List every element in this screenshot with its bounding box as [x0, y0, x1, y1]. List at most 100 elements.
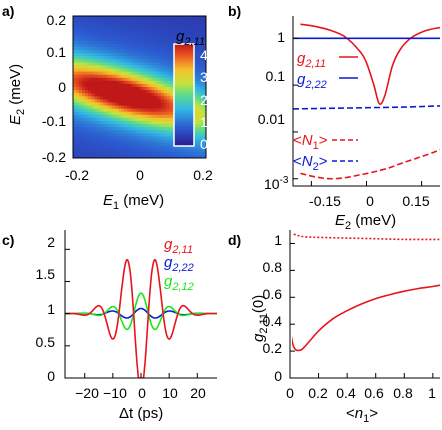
heatmap-cell: [133, 77, 138, 82]
heatmap-cell: [100, 151, 104, 156]
heatmap-cell: [106, 40, 110, 45]
heatmap-cell: [88, 111, 92, 116]
heatmap-cell: [166, 130, 171, 134]
line-chart-panel-d: 1 0.8 0.6 0.4 0.2 0 0 0.2 0.4 0.6 0.8 1 …: [250, 230, 440, 425]
heatmap-cell: [193, 68, 198, 73]
heatmap-cell: [112, 90, 116, 94]
heatmap-cell: [97, 34, 101, 39]
heatmap-cell: [130, 105, 135, 110]
heatmap-cell: [133, 80, 138, 85]
heatmap-cell: [148, 154, 153, 158]
heatmap-cell: [112, 34, 116, 39]
heatmap-cell: [196, 31, 201, 36]
heatmap-cell: [193, 31, 198, 36]
heatmap-cell: [193, 34, 198, 39]
heatmap-cell: [109, 77, 113, 82]
heatmap-cell: [76, 130, 80, 134]
heatmap-cell: [91, 90, 95, 94]
heatmap-cell: [133, 111, 138, 116]
heatmap-cell: [193, 65, 198, 70]
heatmap-cell: [124, 59, 129, 63]
heatmap-cell: [127, 130, 132, 134]
heatmap-cell: [148, 148, 153, 153]
heatmap-cell: [202, 127, 206, 131]
heatmap-cell: [190, 16, 195, 20]
a-xtick-0.2: 0.2: [193, 167, 213, 183]
heatmap-frame: [72, 15, 207, 159]
heatmap-cell: [85, 71, 89, 76]
heatmap-cell: [106, 16, 110, 20]
heatmap-cell: [118, 68, 122, 73]
heatmap-cell: [196, 120, 201, 125]
heatmap-cell: [193, 120, 198, 125]
heatmap-cell: [160, 120, 165, 125]
heatmap-cell: [202, 139, 206, 144]
heatmap-cell: [199, 96, 204, 100]
heatmap-cell: [133, 16, 138, 20]
heatmap-cell: [145, 93, 150, 97]
heatmap-cell: [151, 124, 156, 128]
heatmap-cell: [169, 31, 174, 36]
heatmap-cell: [79, 145, 83, 150]
heatmap-cell: [106, 56, 110, 60]
heatmap-cell: [97, 40, 101, 45]
heatmap-cell: [82, 46, 86, 51]
heatmap-cell: [88, 142, 92, 147]
heatmap-cell: [148, 133, 153, 137]
heatmap-cell: [106, 111, 110, 116]
heatmap-cell: [121, 136, 125, 141]
heatmap-cell: [79, 37, 83, 42]
heatmap-cell: [157, 124, 162, 128]
heatmap-cell: [127, 49, 132, 54]
heatmap-cell: [73, 80, 77, 85]
heatmap-cell: [100, 154, 104, 158]
heatmap-cell: [199, 43, 204, 48]
heatmap-cell: [169, 127, 174, 131]
heatmap-cell: [127, 43, 132, 48]
heatmap-cell: [100, 111, 104, 116]
heatmap-cell: [190, 28, 195, 33]
heatmap-cell: [73, 145, 77, 150]
heatmap-cell: [154, 139, 159, 144]
d-xtick-0.4: 0.4: [336, 385, 356, 401]
heatmap-cell: [100, 65, 104, 70]
heatmap-cell: [130, 31, 135, 36]
heatmap-cell: [139, 68, 144, 73]
heatmap-cell: [202, 40, 206, 45]
heatmap-cell: [139, 124, 144, 128]
heatmap-cell: [82, 25, 86, 29]
heatmap-cell: [115, 145, 119, 150]
heatmap-cell: [202, 71, 206, 76]
heatmap-cell: [163, 133, 168, 137]
heatmap-cell: [79, 28, 83, 33]
heatmap-cell: [82, 90, 86, 94]
heatmap-cell: [178, 34, 183, 39]
heatmap-cell: [136, 80, 141, 85]
heatmap-cell: [79, 59, 83, 63]
heatmap-cell: [139, 139, 144, 144]
heatmap-cell: [109, 105, 113, 110]
heatmap-cell: [112, 83, 116, 88]
heatmap-cell: [94, 59, 98, 63]
heatmap-cell: [196, 28, 201, 33]
heatmap-cell: [196, 71, 201, 76]
heatmap-cell: [76, 46, 80, 51]
heatmap-cell: [130, 49, 135, 54]
heatmap-cell: [121, 154, 125, 158]
heatmap-cell: [106, 19, 110, 23]
heatmap-cell: [202, 68, 206, 73]
heatmap-cell: [142, 117, 147, 122]
heatmap-cell: [142, 31, 147, 36]
heatmap-cell: [202, 117, 206, 122]
heatmap-cell: [112, 133, 116, 137]
heatmap-cell: [103, 108, 107, 113]
heatmap-cell: [100, 93, 104, 97]
heatmap-cell: [73, 56, 77, 60]
heatmap-cell: [199, 133, 204, 137]
heatmap-cell: [130, 87, 135, 91]
heatmap-cell: [79, 65, 83, 70]
heatmap-cell: [85, 68, 89, 73]
heatmap-cell: [133, 83, 138, 88]
heatmap-cell: [79, 105, 83, 110]
heatmap-cell: [169, 148, 174, 153]
